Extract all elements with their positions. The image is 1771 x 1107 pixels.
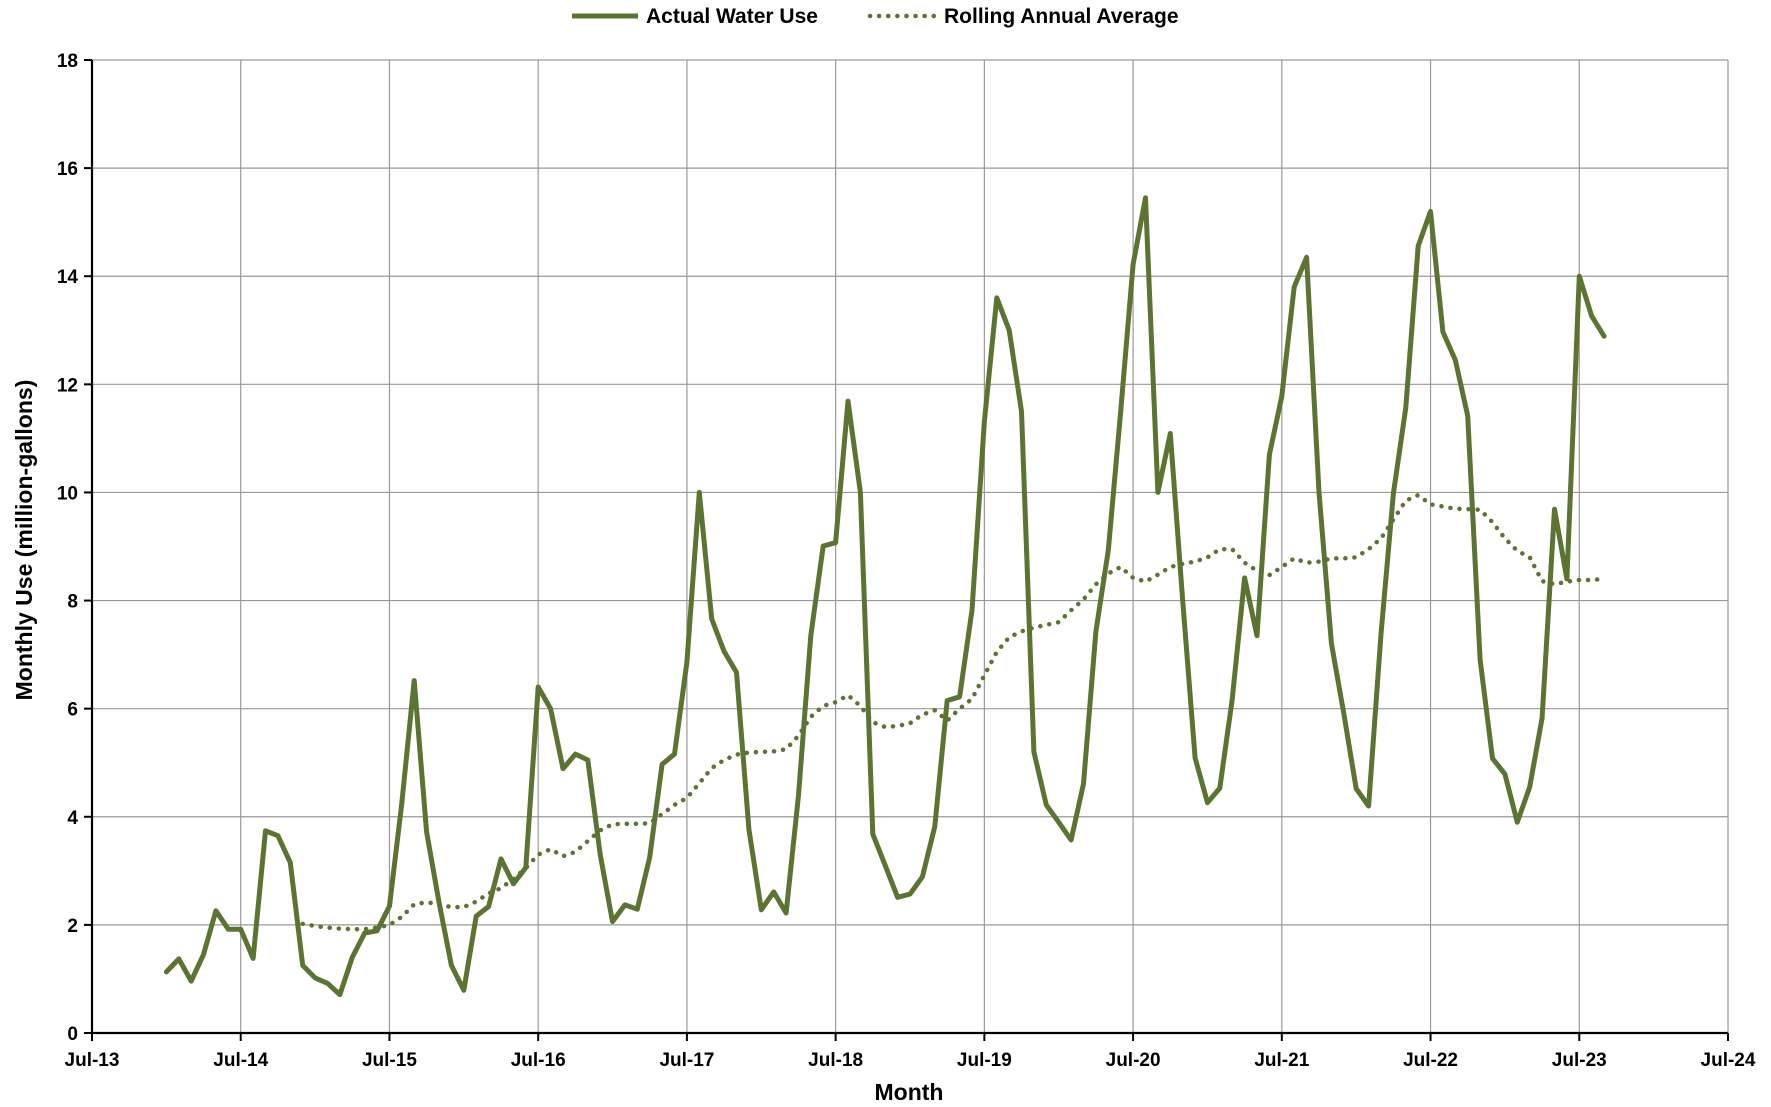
- legend-label-rolling-annual-average: Rolling Annual Average: [944, 5, 1179, 28]
- x-axis-tick-labels: Jul-13 Jul-14 Jul-15 Jul-16 Jul-17 Jul-18 Jul-…: [65, 1050, 1756, 1071]
- x-tick-label: Jul-21: [1254, 1050, 1309, 1071]
- series-layer: [163, 195, 1607, 998]
- x-tick-label: Jul-17: [659, 1050, 714, 1071]
- y-axis-tick-labels: 0 2 4 6 8 10 12 14 16 18: [57, 51, 79, 1045]
- y-tick-label: 14: [57, 267, 79, 288]
- y-tick-label: 6: [67, 700, 78, 721]
- legend-label-actual-water-use: Actual Water Use: [646, 5, 818, 28]
- x-tick-label: Jul-20: [1106, 1050, 1161, 1071]
- x-tick-label: Jul-23: [1552, 1050, 1607, 1071]
- y-tick-label: 2: [67, 916, 78, 937]
- y-tick-label: 18: [57, 51, 78, 72]
- legend: Actual Water Use Rolling Annual Average: [572, 5, 1179, 28]
- series-line-rolling-annual-average: [300, 492, 1607, 932]
- x-tick-label: Jul-14: [213, 1050, 268, 1071]
- y-tick-label: 12: [57, 375, 78, 396]
- y-tick-label: 4: [67, 808, 78, 829]
- grid-lines: [92, 59, 1729, 1033]
- y-tick-label: 0: [67, 1024, 78, 1045]
- y-tick-label: 10: [57, 483, 78, 504]
- x-tick-label: Jul-16: [511, 1050, 566, 1071]
- x-tick-label: Jul-24: [1701, 1050, 1756, 1071]
- series-line-actual-water-use: [163, 195, 1607, 998]
- x-axis-title: Month: [875, 1079, 944, 1105]
- y-tick-label: 16: [57, 159, 78, 180]
- y-axis-title: Monthly Use (million-gallons): [11, 380, 37, 701]
- x-tick-label: Jul-13: [65, 1050, 120, 1071]
- plot-area-frame: [84, 59, 1729, 1041]
- x-tick-label: Jul-19: [957, 1050, 1012, 1071]
- x-tick-label: Jul-22: [1403, 1050, 1458, 1071]
- x-tick-label: Jul-18: [808, 1050, 863, 1071]
- y-tick-label: 8: [67, 592, 78, 613]
- x-tick-label: Jul-15: [362, 1050, 417, 1071]
